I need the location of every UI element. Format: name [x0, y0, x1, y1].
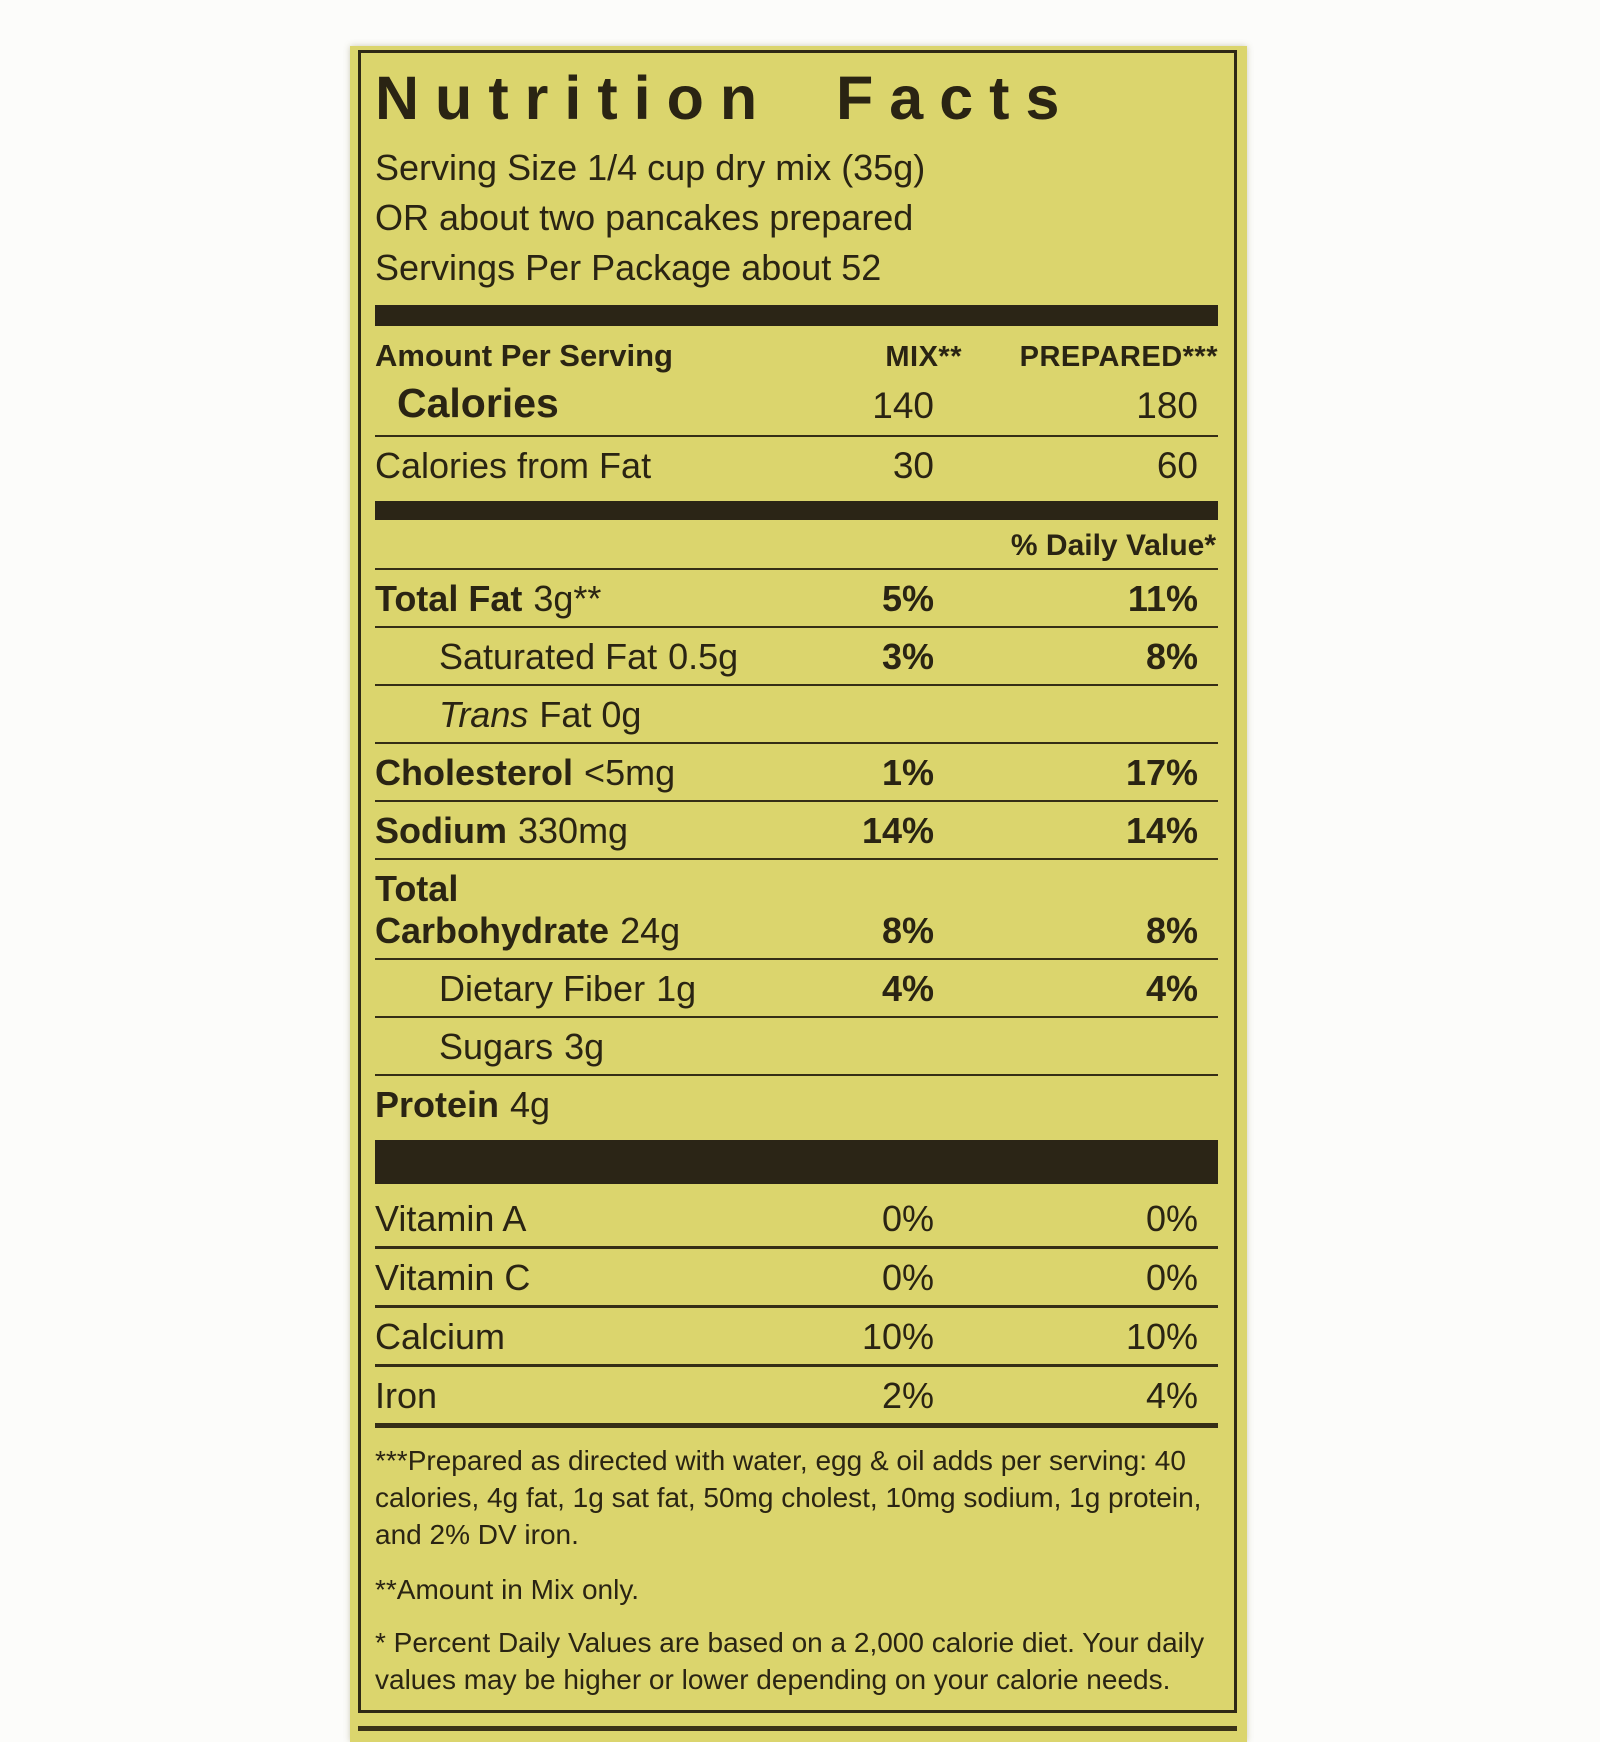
vitamin-name: Calcium [375, 1316, 506, 1357]
nutrition-label: Nutrition Facts Serving Size 1/4 cup dry… [350, 46, 1247, 1742]
row-divider [375, 742, 1218, 744]
nutrient-row-cholesterol: Cholesterol <5mg 1% 17% [375, 744, 1218, 800]
nutrient-prepared-value: 11% [1127, 578, 1198, 619]
divider-bar-vitamins [375, 1140, 1218, 1184]
vitamin-name: Iron [375, 1375, 438, 1416]
nutrient-amount: 330mg [518, 810, 629, 851]
amount-per-serving-label: Amount Per Serving [375, 338, 673, 373]
nutrient-prepared-value: 14% [1125, 810, 1198, 851]
nutrient-mix-value: 3% [881, 636, 934, 677]
nutrient-row-total-fat: Total Fat 3g** 5% 11% [375, 570, 1218, 626]
footnote-daily-values: * Percent Daily Values are based on a 2,… [375, 1627, 1205, 1695]
vitamin-name: Vitamin A [375, 1198, 527, 1239]
row-divider [375, 1016, 1218, 1018]
nutrient-mix-value: 4% [881, 968, 934, 1009]
vitamin-prepared-value: 0% [1145, 1257, 1198, 1298]
mix-column-header: MIX** [885, 341, 962, 373]
calories-row: Calories 140 180 [375, 374, 1218, 435]
vitamin-row-calcium: Calcium 10% 10% [375, 1308, 1218, 1364]
nutrient-row-sugars: Sugars 3g [375, 1018, 1218, 1074]
footnote-prepared: ***Prepared as directed with water, egg … [375, 1445, 1202, 1550]
row-divider [375, 1074, 1218, 1076]
nutrient-row-trans-fat: Trans Fat 0g [375, 686, 1218, 742]
nutrient-amount: 3g [564, 1026, 605, 1067]
nutrient-row-saturated-fat: Saturated Fat 0.5g 3% 8% [375, 628, 1218, 684]
nutrient-amount: Fat 0g [539, 694, 642, 735]
vitamin-mix-value: 2% [881, 1375, 934, 1416]
vitamin-prepared-value: 10% [1125, 1316, 1198, 1357]
vitamin-prepared-value: 0% [1145, 1198, 1198, 1239]
nutrient-name: Saturated Fat [439, 636, 658, 677]
vitamin-name: Vitamin C [375, 1257, 531, 1298]
nutrient-name: Sodium [375, 810, 507, 851]
vitamin-mix-value: 0% [881, 1198, 934, 1239]
vitamin-prepared-value: 4% [1145, 1375, 1198, 1416]
nutrient-amount: 4g [510, 1084, 551, 1125]
nutrient-prepared-value: 8% [1145, 910, 1198, 951]
serving-info: Serving Size 1/4 cup dry mix (35g) OR ab… [375, 143, 1218, 293]
photo-background: { "colors":{"label_bg":"#dbd56d","ink":"… [350, 46, 1247, 1742]
nutrient-name: Cholesterol [375, 752, 574, 793]
nutrition-facts-panel: Nutrition Facts Serving Size 1/4 cup dry… [358, 50, 1237, 1713]
nutrient-name: Protein [375, 1084, 500, 1125]
nutrient-amount: <5mg [584, 752, 676, 793]
nutrient-prepared-value: 4% [1145, 968, 1198, 1009]
nutrient-amount: 0.5g [668, 636, 739, 677]
nutrient-name: Total Carbohydrate [375, 868, 610, 951]
serving-size-line: Serving Size 1/4 cup dry mix (35g) [375, 147, 926, 188]
vitamin-row-vitamin-a: Vitamin A 0% 0% [375, 1190, 1218, 1246]
daily-value-header: % Daily Value* [1010, 529, 1216, 562]
row-divider [375, 626, 1218, 628]
label-bottom-edge [358, 1726, 1237, 1735]
row-divider [375, 568, 1218, 570]
nutrient-mix-value: 1% [881, 752, 934, 793]
row-divider [375, 435, 1218, 437]
vitamin-row-vitamin-c: Vitamin C 0% 0% [375, 1249, 1218, 1305]
prepared-column-header: PREPARED*** [1019, 341, 1218, 373]
nutrient-prepared-value: 8% [1145, 636, 1198, 677]
calories-prepared-value: 180 [1136, 385, 1198, 426]
serving-size-alt-line: OR about two pancakes prepared [375, 197, 914, 238]
nutrient-amount: 1g [656, 968, 697, 1009]
nutrient-name: Trans [439, 694, 529, 735]
nutrient-row-dietary-fiber: Dietary Fiber 1g 4% 4% [375, 960, 1218, 1016]
footnote-mix-only: **Amount in Mix only. [375, 1574, 640, 1605]
nutrient-name: Dietary Fiber [439, 968, 646, 1009]
row-divider [375, 858, 1218, 860]
nutrient-row-protein: Protein 4g [375, 1076, 1218, 1132]
nutrient-name: Total Fat [375, 578, 523, 619]
row-divider [375, 1305, 1218, 1308]
nutrient-mix-value: 14% [861, 810, 934, 851]
calories-label: Calories [397, 380, 559, 426]
calories-from-fat-mix-value: 30 [892, 445, 934, 486]
row-divider [375, 1364, 1218, 1367]
servings-per-package-line: Servings Per Package about 52 [375, 247, 882, 288]
divider-bar-top [375, 305, 1218, 326]
row-divider [375, 958, 1218, 960]
nutrient-name: Sugars [439, 1026, 554, 1067]
vitamin-mix-value: 10% [861, 1316, 934, 1357]
calories-mix-value: 140 [872, 385, 934, 426]
nutrient-amount: 3g** [533, 578, 602, 619]
row-divider [375, 1246, 1218, 1249]
calories-from-fat-row: Calories from Fat 30 60 [375, 437, 1218, 495]
nutrient-mix-value: 5% [881, 578, 934, 619]
nutrient-prepared-value: 17% [1125, 752, 1198, 793]
row-divider-bottom [375, 1423, 1218, 1428]
nutrient-mix-value: 8% [881, 910, 934, 951]
nutrient-row-sodium: Sodium 330mg 14% 14% [375, 802, 1218, 858]
nutrient-amount: 24g [620, 910, 681, 951]
column-header-row: Amount Per Serving MIX** PREPARED*** [375, 338, 1218, 374]
divider-bar-mid [375, 501, 1218, 520]
nutrient-row-total-carbohydrate: Total Carbohydrate 24g 8% 8% [375, 860, 1218, 958]
vitamin-mix-value: 0% [881, 1257, 934, 1298]
vitamin-row-iron: Iron 2% 4% [375, 1367, 1218, 1423]
calories-from-fat-prepared-value: 60 [1156, 445, 1198, 486]
row-divider [375, 800, 1218, 802]
calories-from-fat-label: Calories from Fat [375, 445, 652, 486]
nutrition-facts-title: Nutrition Facts [375, 64, 1076, 132]
row-divider [375, 684, 1218, 686]
